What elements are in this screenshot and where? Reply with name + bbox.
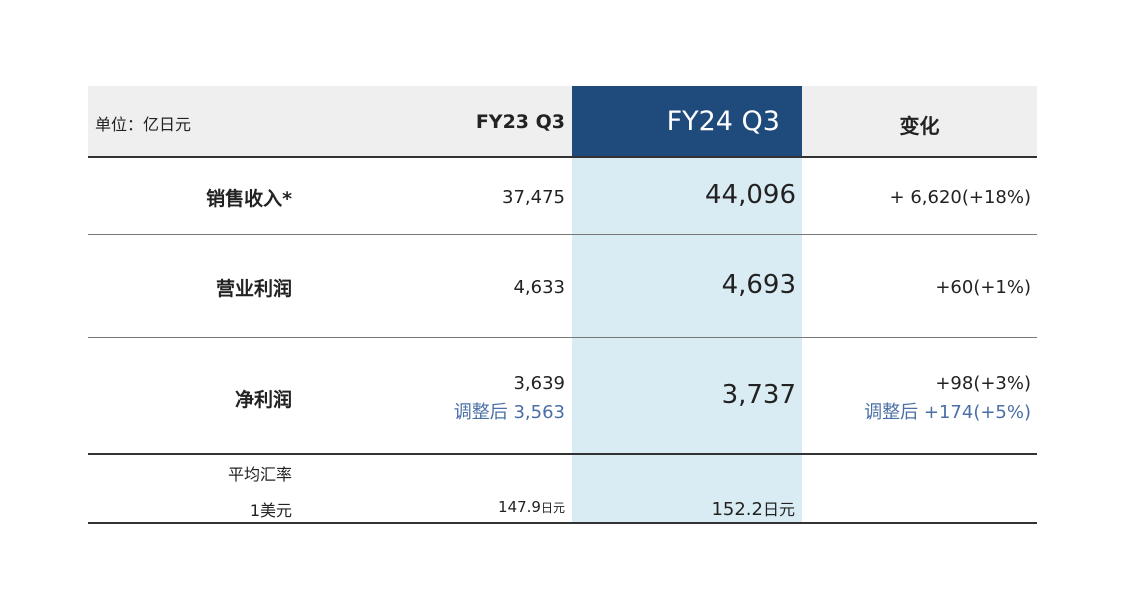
- divider: [88, 337, 1037, 338]
- change-adjusted-value: 调整后 +174(+5%): [864, 402, 1031, 423]
- fx-sub-label: 1美元: [249, 501, 292, 520]
- change-value: +98(+3%): [935, 373, 1031, 394]
- divider: [88, 234, 1037, 235]
- column-header-change: 变化: [899, 114, 940, 138]
- header-current-bg: [572, 86, 802, 157]
- fx-curr-value: 152.2日元: [711, 499, 795, 520]
- prev-adjusted-value: 调整后 3,563: [453, 402, 565, 423]
- curr-value: 3,737: [721, 380, 796, 410]
- row-label: 净利润: [234, 389, 292, 411]
- row-label: 销售收入*: [206, 188, 292, 210]
- change-value: + 6,620(+18%): [889, 187, 1031, 208]
- current-column-highlight: [572, 157, 802, 523]
- header-change-bg: [802, 86, 1037, 157]
- divider: [88, 453, 1037, 455]
- column-header-fy24: FY24 Q3: [666, 106, 780, 137]
- change-value: +60(+1%): [935, 277, 1031, 298]
- divider: [88, 522, 1037, 524]
- prev-value: 37,475: [502, 187, 565, 208]
- prev-value: 4,633: [513, 277, 565, 298]
- fx-prev-value: 147.9日元: [498, 498, 565, 516]
- row-label: 营业利润: [215, 278, 292, 300]
- divider: [88, 156, 1037, 158]
- curr-value: 4,693: [721, 270, 796, 300]
- header-left-bg: [88, 86, 572, 157]
- prev-value: 3,639: [513, 373, 565, 394]
- unit-label: 单位：亿日元: [95, 115, 192, 134]
- curr-value: 44,096: [705, 180, 796, 210]
- fx-label: 平均汇率: [227, 465, 292, 484]
- column-header-fy23: FY23 Q3: [475, 111, 565, 133]
